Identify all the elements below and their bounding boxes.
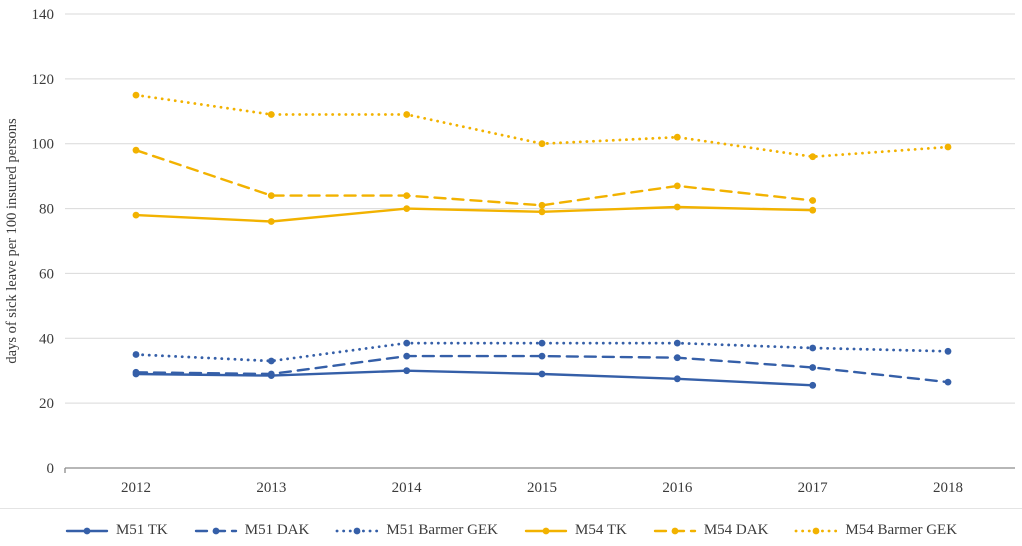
- y-tick-label: 120: [32, 72, 55, 88]
- x-tick-label: 2014: [392, 480, 423, 496]
- data-point-marker: [673, 375, 681, 383]
- data-point-marker: [538, 352, 546, 360]
- data-point-marker: [538, 208, 546, 216]
- data-point-marker: [673, 203, 681, 211]
- legend-line-swatch: [524, 527, 568, 534]
- legend-item-m54-dak: M54 DAK: [653, 522, 769, 539]
- legend-item-m51-barmer-gek: M51 Barmer GEK: [335, 522, 498, 539]
- x-tick-label: 2013: [256, 480, 286, 496]
- legend-line-swatch: [335, 527, 379, 534]
- legend-marker-dot: [83, 527, 91, 534]
- data-point-marker: [944, 347, 952, 355]
- data-point-marker: [809, 344, 817, 352]
- data-point-marker: [132, 351, 140, 358]
- data-point-marker: [403, 352, 411, 360]
- x-tick-label: 2018: [933, 480, 963, 496]
- data-point-marker: [673, 339, 681, 347]
- legend-marker-dot: [353, 527, 361, 534]
- data-point-marker: [944, 143, 952, 151]
- y-tick-label: 20: [39, 396, 54, 412]
- data-point-marker: [538, 201, 546, 209]
- series-line-m54-tk: [134, 205, 814, 223]
- legend-item-m54-barmer-gek: M54 Barmer GEK: [794, 522, 957, 539]
- data-point-marker: [403, 367, 411, 375]
- data-point-marker: [673, 133, 681, 141]
- legend-label: M51 TK: [115, 522, 168, 538]
- data-point-marker: [809, 364, 817, 371]
- series-line-m51-tk: [134, 369, 814, 387]
- data-point-marker: [403, 192, 411, 200]
- legend-line-swatch: [653, 527, 697, 534]
- data-point-marker: [267, 218, 275, 225]
- data-point-marker: [673, 354, 681, 362]
- gridlines: [64, 13, 1015, 473]
- x-tick-label: 2016: [662, 480, 693, 496]
- axis-labels: 0 20 40 60 80 100 120 140 2012 2013 2014 2015 2016 20…: [32, 7, 964, 496]
- series-lines: [132, 91, 952, 389]
- data-point-marker: [132, 211, 140, 219]
- x-tick-label: 2015: [527, 480, 557, 496]
- y-tick-label: 60: [39, 266, 54, 282]
- legend-marker-dot: [212, 527, 220, 534]
- series-line-m51-dak: [134, 354, 950, 384]
- data-point-marker: [267, 192, 275, 200]
- y-axis-title: days of sick leave per 100 insured perso…: [4, 118, 20, 364]
- y-tick-label: 0: [47, 461, 55, 477]
- y-tick-label: 80: [39, 202, 54, 218]
- data-point-marker: [944, 378, 952, 386]
- data-point-marker: [538, 140, 546, 148]
- data-point-marker: [132, 146, 140, 154]
- data-point-marker: [809, 381, 817, 389]
- data-point-marker: [267, 370, 275, 378]
- data-point-marker: [132, 91, 140, 99]
- data-point-marker: [267, 111, 275, 118]
- y-tick-label: 140: [32, 7, 55, 23]
- data-point-marker: [809, 197, 817, 204]
- data-point-marker: [267, 357, 275, 365]
- chart-plot-area: days of sick leave per 100 insured perso…: [4, 7, 1015, 496]
- legend-line-swatch: [194, 527, 237, 534]
- legend-item-m51-dak: M51 DAK: [194, 522, 310, 539]
- data-point-marker: [809, 153, 817, 161]
- legend-label: M54 DAK: [703, 522, 769, 538]
- y-tick-label: 100: [32, 137, 55, 153]
- data-point-marker: [538, 339, 546, 347]
- x-tick-label: 2012: [121, 480, 151, 496]
- y-tick-label: 40: [39, 331, 54, 347]
- series-line-m54-dak: [134, 149, 814, 207]
- data-point-marker: [403, 205, 411, 213]
- legend-line-swatch: [65, 527, 109, 534]
- data-point-marker: [403, 111, 411, 118]
- legend-label: M54 Barmer GEK: [845, 522, 958, 538]
- data-point-marker: [809, 206, 817, 214]
- legend-item-m54-tk: M54 TK: [524, 522, 627, 539]
- legend-marker-dot: [813, 527, 820, 534]
- data-point-marker: [132, 368, 140, 376]
- legend: M51 TK M51 DAK M51 Barmer GEK M54 TK M54 DAK…: [0, 508, 1022, 546]
- legend-marker-dot: [671, 527, 679, 534]
- series-line-m54-barmer-gek: [134, 93, 950, 159]
- legend-line-swatch: [795, 527, 838, 534]
- data-point-marker: [538, 370, 546, 378]
- legend-label: M51 DAK: [244, 522, 310, 538]
- x-tick-label: 2017: [798, 480, 829, 496]
- legend-label: M51 Barmer GEK: [386, 522, 498, 538]
- legend-marker-dot: [542, 527, 550, 534]
- data-point-marker: [673, 182, 681, 190]
- data-point-marker: [403, 339, 411, 347]
- legend-label: M54 TK: [575, 522, 627, 538]
- legend-item-m51-tk: M51 TK: [65, 522, 168, 539]
